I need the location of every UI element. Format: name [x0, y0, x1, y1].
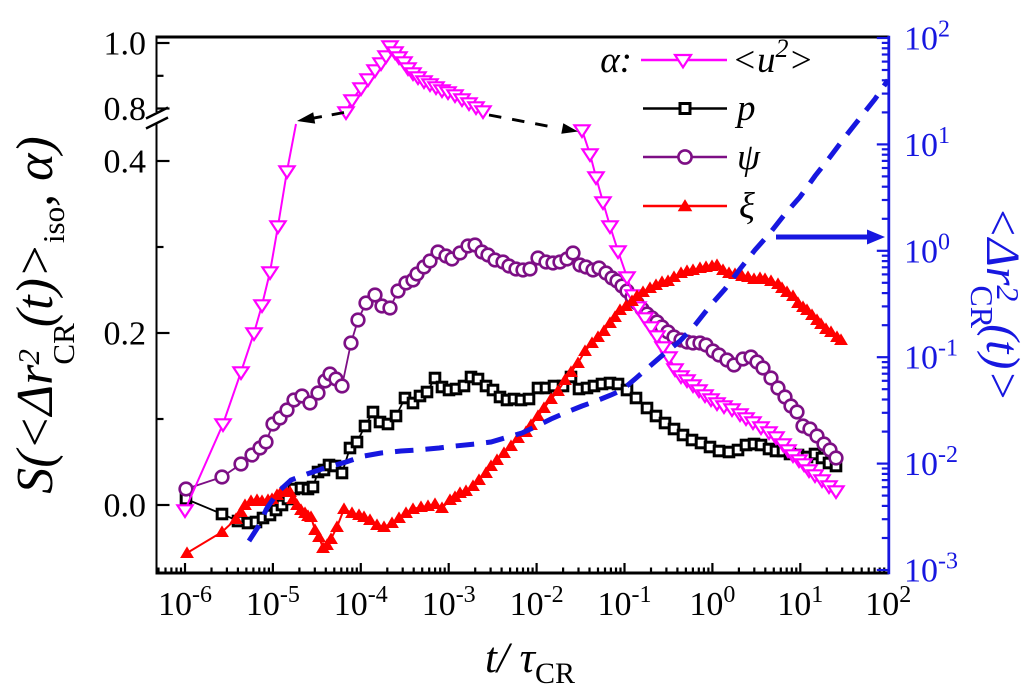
svg-text:0.0: 0.0 [104, 488, 147, 525]
svg-text:100: 100 [689, 582, 735, 623]
svg-text:0.2: 0.2 [104, 316, 147, 353]
svg-text:0.4: 0.4 [104, 144, 147, 181]
svg-text:1.0: 1.0 [104, 26, 147, 63]
svg-text:10-3: 10-3 [422, 582, 476, 623]
svg-text:ξ: ξ [739, 186, 755, 227]
svg-text:p: p [734, 88, 756, 129]
svg-text:102: 102 [865, 582, 911, 623]
svg-text:<u2>: <u2> [732, 34, 813, 81]
svg-text:α:: α: [600, 40, 632, 81]
svg-text:0.8: 0.8 [104, 91, 147, 128]
svg-text:ψ: ψ [737, 137, 761, 178]
